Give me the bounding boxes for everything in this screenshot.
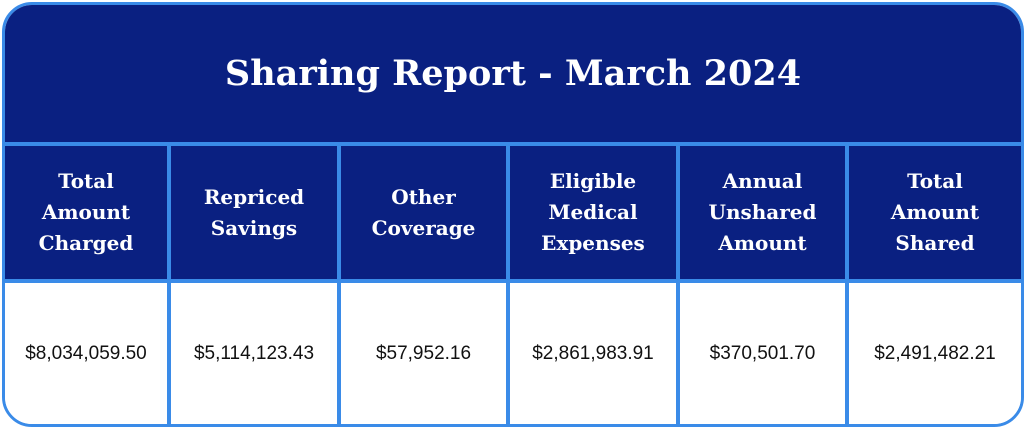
value-annual-unshared-amount: $370,501.70 — [680, 283, 849, 424]
header-repriced-savings: Repriced Savings — [171, 146, 341, 283]
title-divider — [5, 142, 1021, 146]
value-repriced-savings: $5,114,123.43 — [171, 283, 341, 424]
header-annual-unshared-amount: Annual Unshared Amount — [680, 146, 849, 283]
value-total-amount-charged: $8,034,059.50 — [5, 283, 171, 424]
value-eligible-medical-expenses: $2,861,983.91 — [510, 283, 680, 424]
header-eligible-medical-expenses: Eligible Medical Expenses — [510, 146, 680, 283]
header-total-amount-charged: Total Amount Charged — [5, 146, 171, 283]
title-bar: Sharing Report - March 2024 — [5, 5, 1021, 142]
value-total-amount-shared: $2,491,482.21 — [849, 283, 1021, 424]
value-other-coverage: $57,952.16 — [341, 283, 510, 424]
header-other-coverage: Other Coverage — [341, 146, 510, 283]
report-title: Sharing Report - March 2024 — [224, 53, 802, 94]
report-grid: Total Amount Charged Repriced Savings Other… — [5, 146, 1021, 424]
header-total-amount-shared: Total Amount Shared — [849, 146, 1021, 283]
